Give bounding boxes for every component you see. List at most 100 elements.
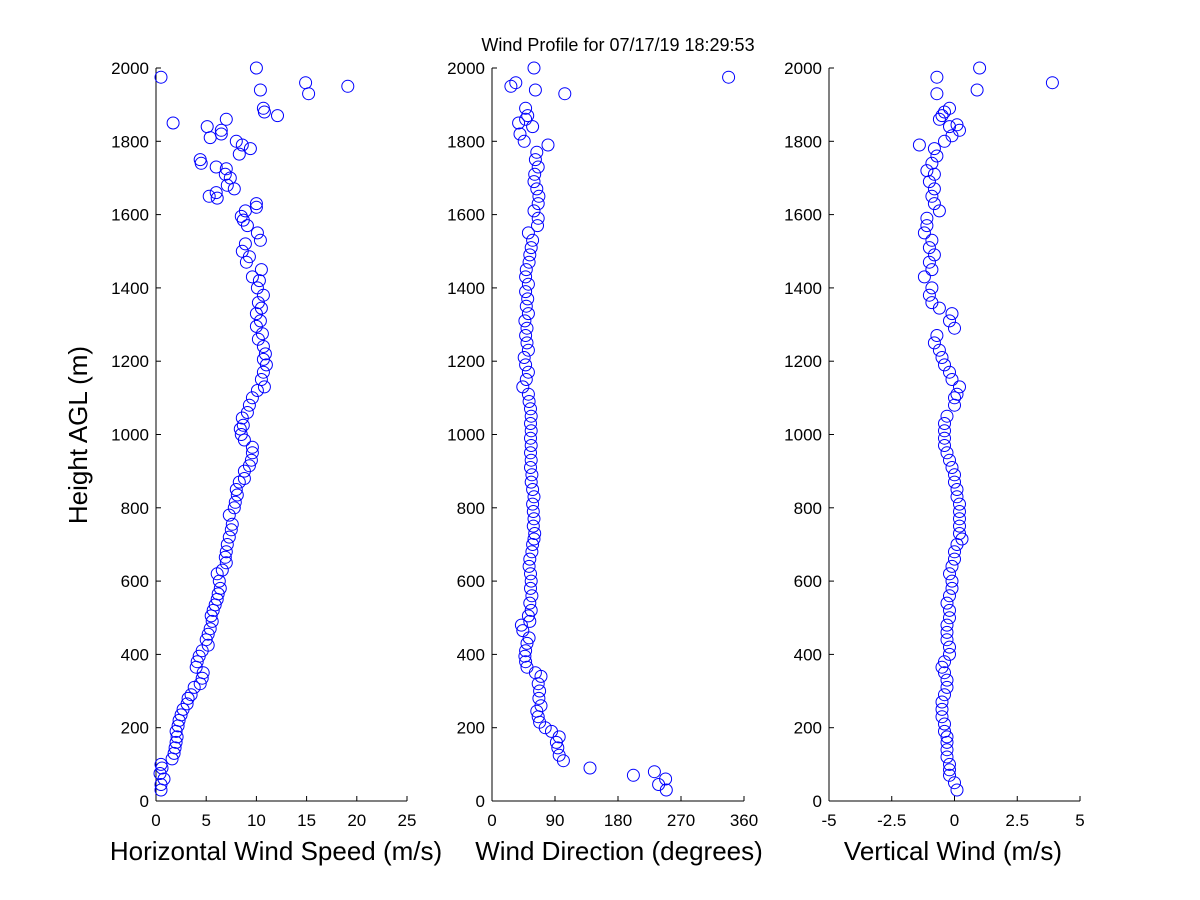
data-point (229, 134, 243, 148)
data-point (527, 532, 541, 546)
data-point (524, 574, 538, 588)
data-point (940, 409, 954, 423)
data-point (219, 162, 233, 176)
data-point (250, 226, 264, 240)
data-point (940, 618, 954, 632)
data-point (256, 365, 270, 379)
data-point (522, 559, 536, 573)
data-point (201, 627, 215, 641)
data-point (922, 255, 936, 269)
data-point (970, 83, 984, 97)
data-point (527, 175, 541, 189)
data-point (184, 688, 198, 702)
data-point (525, 589, 539, 603)
data-point (940, 625, 954, 639)
y-tick-label: 0 (476, 792, 485, 811)
data-point (522, 255, 536, 269)
data-point (938, 439, 951, 452)
data-point (938, 666, 951, 680)
data-point (930, 329, 944, 342)
y-tick-label: 1000 (447, 426, 485, 445)
data-point (254, 373, 268, 386)
data-point (237, 464, 251, 478)
data-point (238, 237, 252, 251)
data-point (558, 87, 572, 101)
data-point (647, 765, 661, 779)
data-point (524, 409, 538, 423)
data-point (211, 587, 225, 601)
data-point (531, 197, 545, 211)
y-tick-label: 1200 (111, 352, 149, 371)
data-point (200, 120, 214, 134)
y-tick-label: 400 (457, 645, 485, 664)
data-point (920, 164, 934, 178)
data-point (530, 145, 544, 159)
y-tick-label: 400 (121, 645, 149, 664)
data-point (950, 483, 964, 496)
data-point (945, 373, 959, 386)
data-point (514, 618, 528, 632)
data-point (225, 517, 239, 531)
y-tick-label: 600 (121, 572, 149, 591)
data-point (222, 530, 236, 544)
data-point (520, 636, 534, 650)
y-axis-label: Height AGL (m) (63, 346, 93, 524)
data-point (932, 112, 946, 126)
data-point (341, 79, 355, 93)
data-point (938, 655, 951, 669)
data-point (953, 527, 966, 540)
data-point (943, 611, 956, 625)
data-point (181, 691, 195, 705)
y-tick-label: 2000 (111, 59, 149, 78)
y-tick-label: 200 (457, 719, 485, 738)
data-point (922, 288, 936, 302)
data-point (531, 219, 544, 233)
data-point (943, 757, 956, 771)
data-point (930, 149, 944, 163)
data-point (552, 748, 566, 762)
data-point (251, 296, 265, 310)
data-point (531, 211, 545, 225)
data-point (210, 191, 224, 205)
data-point (521, 292, 535, 306)
data-point (516, 624, 530, 638)
data-point (935, 351, 949, 364)
data-point (205, 614, 219, 628)
data-point (526, 233, 540, 247)
data-point (935, 710, 949, 724)
data-point (930, 87, 944, 101)
data-point (219, 112, 233, 126)
data-point (950, 387, 964, 401)
data-point (523, 248, 537, 262)
data-point (254, 263, 268, 277)
data-point (169, 735, 183, 749)
data-point (917, 226, 931, 240)
data-series (504, 61, 736, 797)
data-point (519, 112, 533, 126)
data-point (925, 189, 939, 203)
data-point (228, 495, 242, 509)
data-point (526, 497, 540, 511)
data-point (519, 358, 533, 372)
data-point (943, 763, 956, 777)
data-point (168, 741, 182, 755)
data-point (167, 746, 181, 760)
data-point (201, 638, 215, 652)
data-point (912, 138, 926, 152)
data-point (528, 83, 542, 97)
data-point (195, 671, 209, 685)
data-point (945, 581, 959, 595)
data-point (519, 285, 533, 299)
data-point (522, 395, 536, 408)
data-point (925, 263, 939, 277)
data-point (938, 431, 951, 445)
y-tick-label: 1600 (447, 206, 485, 225)
data-point (517, 134, 531, 148)
data-point (532, 691, 546, 705)
data-point (521, 277, 535, 291)
data-series (153, 61, 355, 797)
data-point (271, 109, 284, 123)
x-tick-label: 25 (398, 811, 417, 830)
data-point (236, 418, 250, 432)
data-point (938, 717, 951, 731)
